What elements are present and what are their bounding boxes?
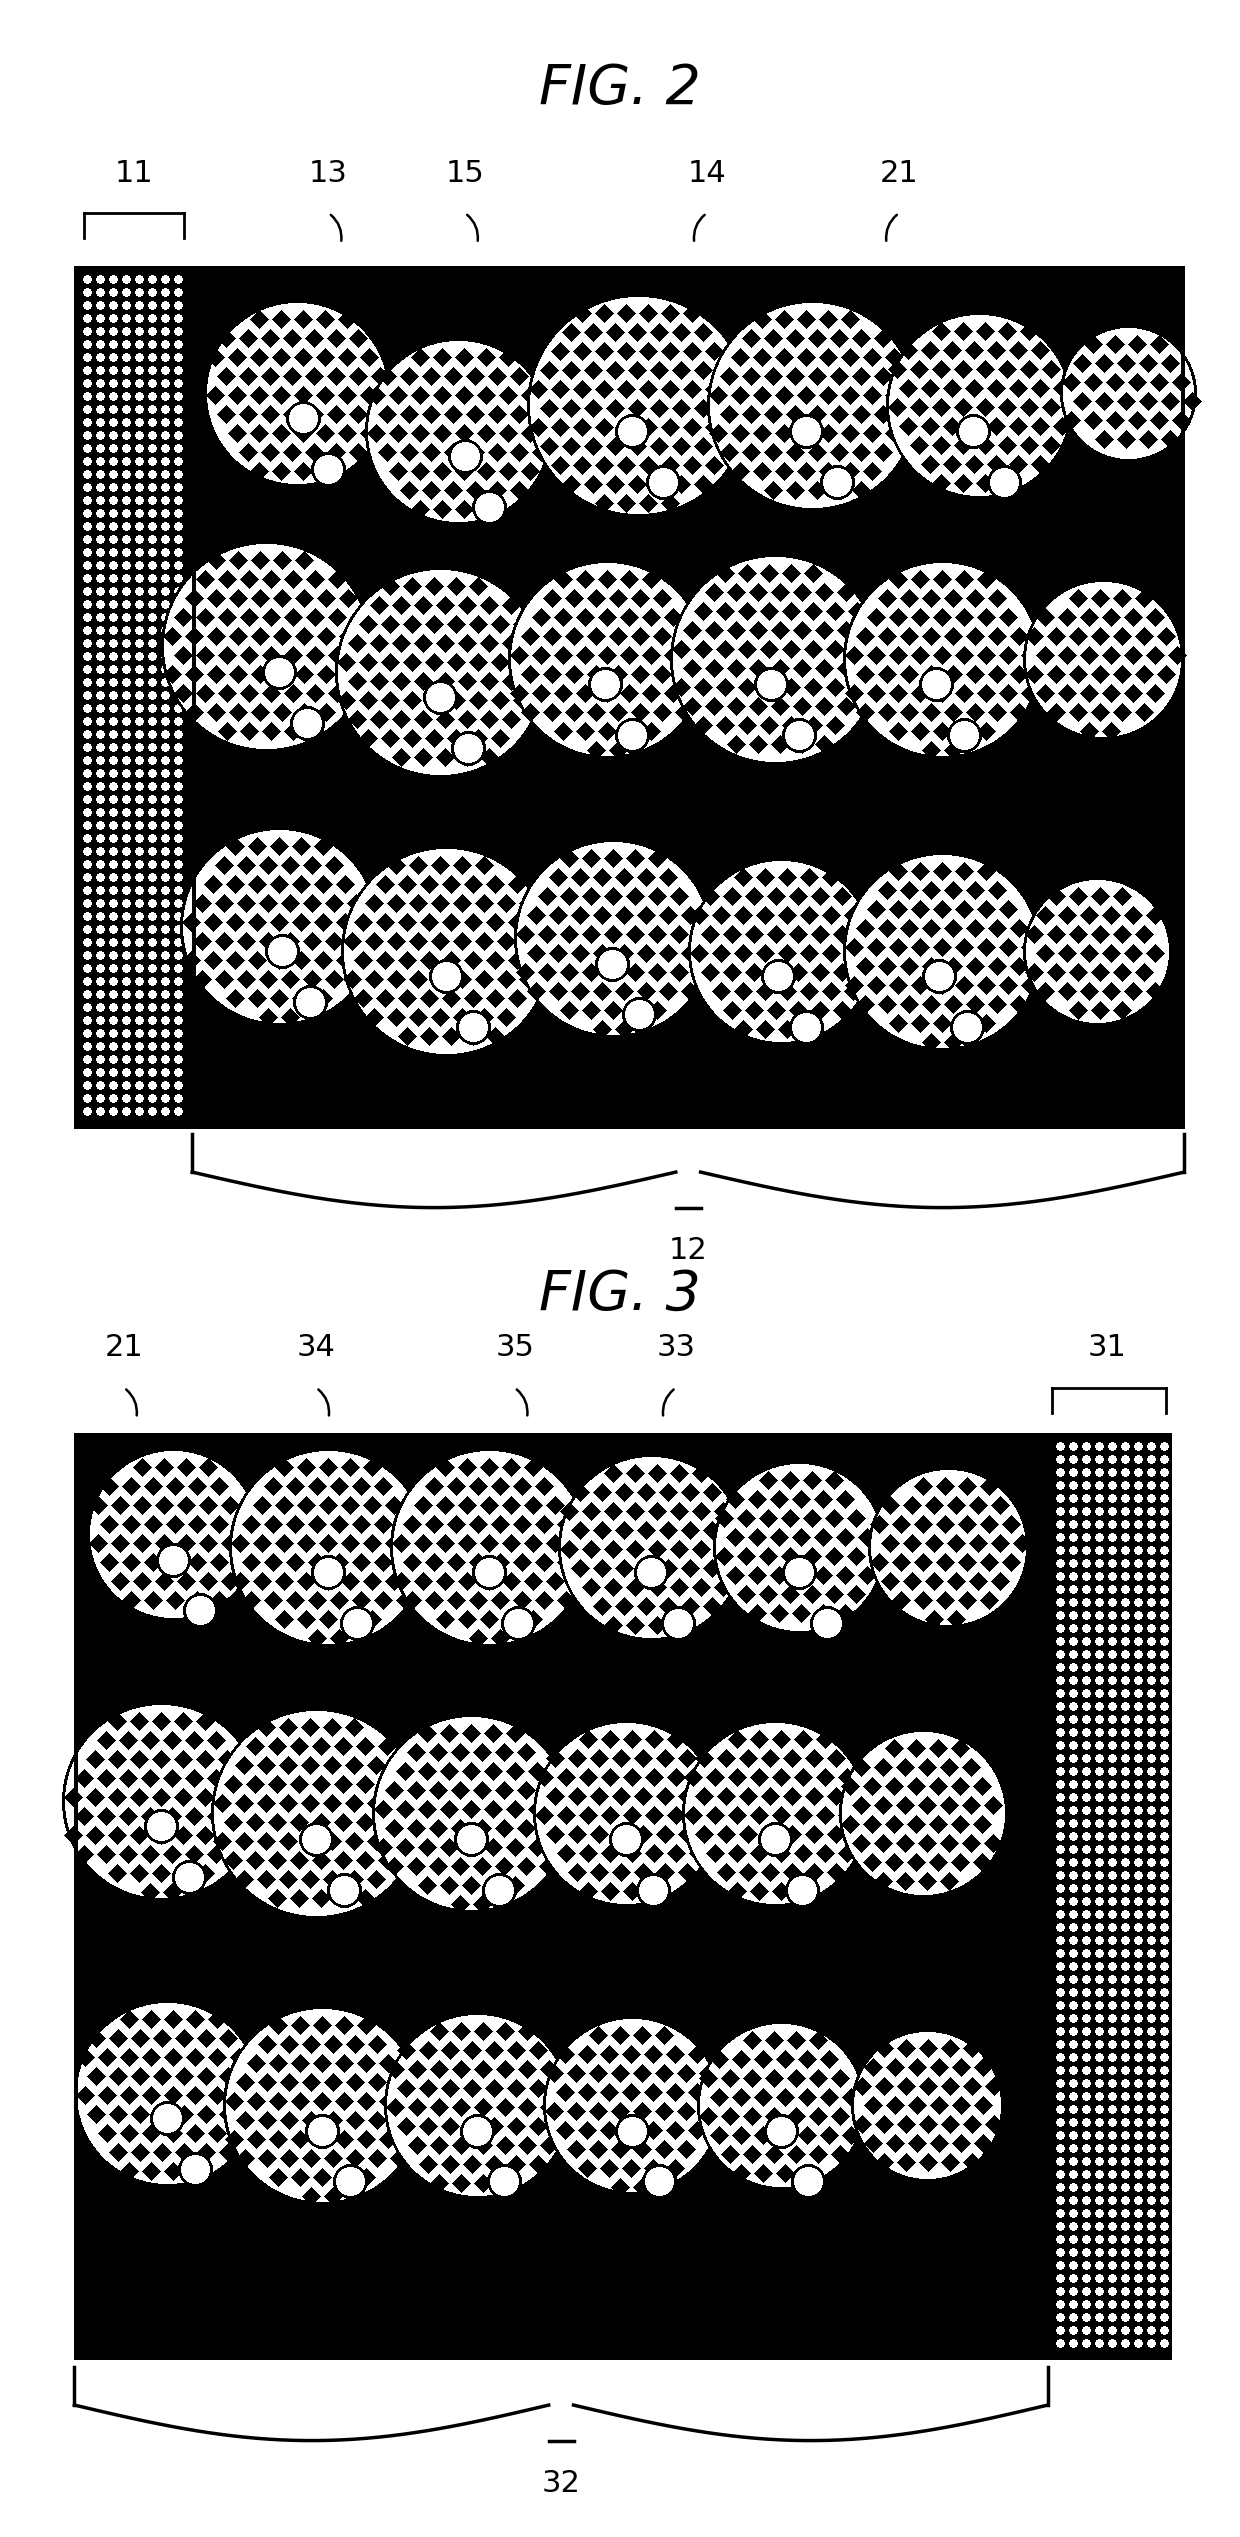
Text: 21: 21	[879, 160, 919, 188]
Text: 34: 34	[296, 1334, 336, 1362]
Text: FIG. 2: FIG. 2	[539, 63, 701, 114]
Text: 33: 33	[656, 1334, 696, 1362]
Text: 21: 21	[104, 1334, 144, 1362]
Text: 11: 11	[114, 160, 154, 188]
Text: 12: 12	[668, 1236, 708, 1263]
Text: 13: 13	[309, 160, 348, 188]
Text: 15: 15	[445, 160, 485, 188]
Text: 14: 14	[687, 160, 727, 188]
Text: FIG. 3: FIG. 3	[539, 1268, 701, 1319]
Text: 31: 31	[1087, 1334, 1127, 1362]
Text: 32: 32	[542, 2469, 580, 2496]
Text: 35: 35	[495, 1334, 534, 1362]
